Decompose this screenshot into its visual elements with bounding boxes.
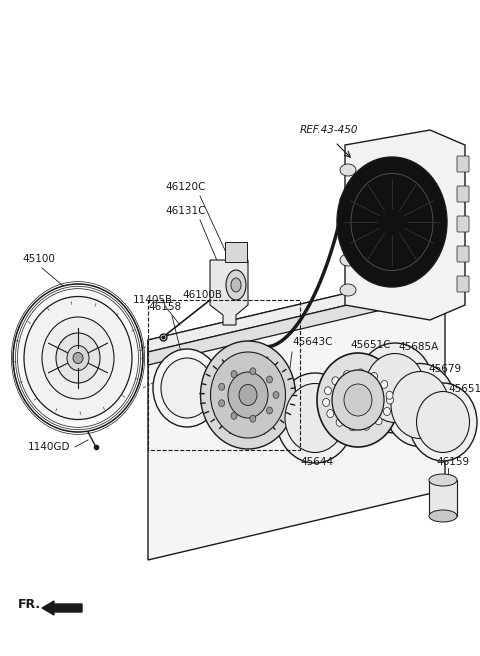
Ellipse shape	[266, 376, 273, 383]
Text: 1140GD: 1140GD	[28, 442, 71, 452]
Ellipse shape	[384, 407, 391, 415]
Ellipse shape	[327, 409, 334, 418]
Text: 46120C: 46120C	[165, 182, 205, 192]
Ellipse shape	[250, 368, 256, 375]
Text: 46159: 46159	[436, 457, 469, 467]
Ellipse shape	[344, 371, 350, 379]
Ellipse shape	[219, 383, 225, 390]
Ellipse shape	[349, 422, 356, 431]
Ellipse shape	[324, 386, 331, 395]
Ellipse shape	[231, 278, 241, 292]
Text: 45644: 45644	[300, 457, 333, 467]
Ellipse shape	[357, 369, 364, 377]
FancyBboxPatch shape	[225, 242, 247, 262]
Ellipse shape	[409, 383, 477, 461]
Ellipse shape	[429, 510, 457, 522]
Ellipse shape	[417, 392, 469, 453]
Ellipse shape	[344, 384, 372, 416]
Text: 45685A: 45685A	[398, 342, 438, 352]
FancyBboxPatch shape	[457, 156, 469, 172]
Ellipse shape	[336, 419, 343, 426]
Ellipse shape	[365, 354, 425, 422]
Ellipse shape	[239, 384, 257, 405]
Ellipse shape	[231, 413, 237, 419]
Ellipse shape	[375, 417, 382, 425]
Ellipse shape	[381, 380, 388, 388]
Ellipse shape	[211, 352, 286, 438]
Ellipse shape	[73, 352, 83, 363]
Ellipse shape	[323, 398, 330, 406]
Ellipse shape	[429, 474, 457, 486]
Text: 45100: 45100	[22, 254, 55, 264]
Ellipse shape	[356, 343, 434, 433]
Ellipse shape	[363, 422, 370, 430]
Ellipse shape	[276, 373, 354, 463]
Ellipse shape	[391, 371, 449, 438]
Text: FR.: FR.	[18, 598, 41, 611]
FancyArrow shape	[42, 601, 82, 615]
Ellipse shape	[371, 373, 377, 380]
Text: 45651C: 45651C	[350, 340, 391, 350]
Ellipse shape	[340, 224, 356, 236]
Polygon shape	[148, 270, 445, 352]
Ellipse shape	[42, 317, 114, 399]
Ellipse shape	[340, 254, 356, 266]
Polygon shape	[429, 480, 457, 516]
Ellipse shape	[285, 384, 345, 453]
FancyBboxPatch shape	[457, 246, 469, 262]
Polygon shape	[148, 282, 445, 365]
Ellipse shape	[386, 396, 394, 404]
FancyBboxPatch shape	[457, 186, 469, 202]
Ellipse shape	[332, 377, 339, 385]
Ellipse shape	[386, 391, 393, 400]
Ellipse shape	[332, 370, 384, 430]
Polygon shape	[210, 260, 248, 325]
Ellipse shape	[266, 407, 273, 414]
Text: 46158: 46158	[148, 302, 181, 312]
Ellipse shape	[340, 164, 356, 176]
Ellipse shape	[317, 353, 399, 447]
FancyBboxPatch shape	[457, 276, 469, 292]
Ellipse shape	[384, 363, 456, 447]
Text: 46131C: 46131C	[165, 206, 205, 216]
Text: 11405B: 11405B	[133, 295, 173, 305]
Ellipse shape	[340, 284, 356, 296]
Ellipse shape	[250, 415, 256, 422]
Polygon shape	[345, 130, 465, 320]
Ellipse shape	[56, 333, 100, 383]
Ellipse shape	[161, 358, 213, 418]
Text: REF.43-450: REF.43-450	[300, 125, 359, 135]
Ellipse shape	[340, 194, 356, 206]
Ellipse shape	[273, 392, 279, 398]
Ellipse shape	[153, 349, 221, 427]
Ellipse shape	[24, 297, 132, 419]
Ellipse shape	[228, 372, 268, 418]
Text: 45679: 45679	[428, 364, 461, 374]
Ellipse shape	[219, 400, 225, 407]
Text: 45643C: 45643C	[292, 337, 333, 347]
Ellipse shape	[226, 270, 246, 300]
Text: 45651B: 45651B	[448, 384, 480, 394]
Polygon shape	[148, 270, 445, 560]
Ellipse shape	[231, 371, 237, 378]
Ellipse shape	[67, 346, 89, 371]
Ellipse shape	[201, 341, 296, 449]
Ellipse shape	[13, 284, 143, 432]
Ellipse shape	[337, 157, 447, 287]
FancyBboxPatch shape	[457, 216, 469, 232]
Text: 46100B: 46100B	[182, 290, 222, 300]
